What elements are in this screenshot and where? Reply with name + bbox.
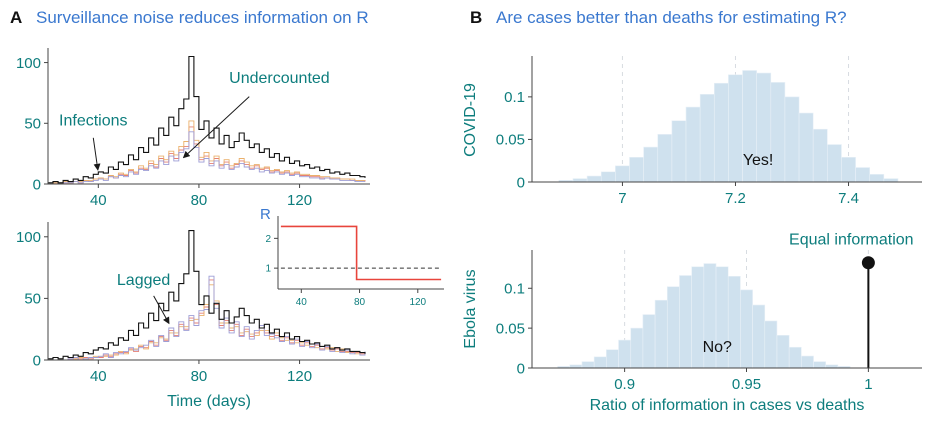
panel-a-top-plot: 40 80 120 0 50 100 Infections Undercounted [16, 48, 370, 208]
svg-text:Ratio of information in cases: Ratio of information in cases vs deaths [590, 397, 865, 414]
svg-text:1: 1 [265, 264, 271, 275]
panel-b-ebola-histogram: 0.9 0.95 1 0 0.05 0.1 Ratio of information in … [496, 231, 922, 414]
svg-text:7: 7 [618, 190, 626, 207]
svg-text:0: 0 [517, 360, 525, 377]
inset-r-plot: 40 80 120 1 2 [265, 216, 444, 306]
svg-text:2: 2 [265, 234, 271, 245]
svg-text:120: 120 [409, 297, 426, 306]
svg-text:1: 1 [864, 376, 872, 393]
svg-text:120: 120 [287, 192, 312, 208]
svg-text:0.1: 0.1 [504, 89, 525, 106]
svg-text:Time (days): Time (days) [167, 393, 251, 410]
svg-text:0.9: 0.9 [614, 376, 635, 393]
svg-text:0.1: 0.1 [504, 281, 525, 298]
panel-b-covid-histogram: 7 7.2 7.4 0 0.05 0.1 Yes! [496, 56, 922, 207]
svg-text:Equal information: Equal information [789, 231, 914, 248]
svg-text:0.05: 0.05 [496, 320, 525, 337]
svg-text:Yes!: Yes! [743, 152, 774, 169]
svg-text:0: 0 [517, 174, 525, 191]
svg-text:80: 80 [191, 368, 208, 385]
svg-text:100: 100 [16, 55, 41, 72]
svg-text:80: 80 [354, 297, 366, 306]
svg-text:50: 50 [24, 116, 41, 133]
svg-text:7.2: 7.2 [725, 190, 746, 207]
svg-text:100: 100 [16, 229, 41, 246]
panel-a-inset: R 40 80 120 1 2 [250, 206, 452, 306]
panel-a-title: Surveillance noise reduces information o… [36, 8, 369, 27]
svg-text:40: 40 [90, 192, 107, 208]
svg-text:0: 0 [33, 176, 41, 193]
svg-text:0.05: 0.05 [496, 132, 525, 149]
svg-text:Undercounted: Undercounted [229, 70, 330, 87]
svg-text:40: 40 [296, 297, 308, 306]
ebola-axis-label: Ebola virus [462, 269, 479, 349]
svg-text:80: 80 [191, 192, 208, 208]
svg-text:7.4: 7.4 [838, 190, 859, 207]
svg-text:50: 50 [24, 291, 41, 308]
panel-a-bottom-plot: 40 80 120 0 50 100 Time (days) Lagged [16, 222, 370, 410]
svg-text:40: 40 [90, 368, 107, 385]
covid-axis-label: COVID-19 [462, 83, 479, 157]
inset-r-label: R [260, 206, 271, 223]
panel-a-label: A [10, 8, 23, 27]
svg-text:120: 120 [287, 368, 312, 385]
panel-b-title: Are cases better than deaths for estimat… [496, 8, 847, 27]
svg-text:Lagged: Lagged [117, 272, 170, 289]
svg-text:0: 0 [33, 352, 41, 369]
panel-b-label: B [470, 8, 483, 27]
svg-text:Infections: Infections [59, 113, 127, 130]
svg-text:No?: No? [703, 339, 732, 356]
svg-text:0.95: 0.95 [732, 376, 761, 393]
